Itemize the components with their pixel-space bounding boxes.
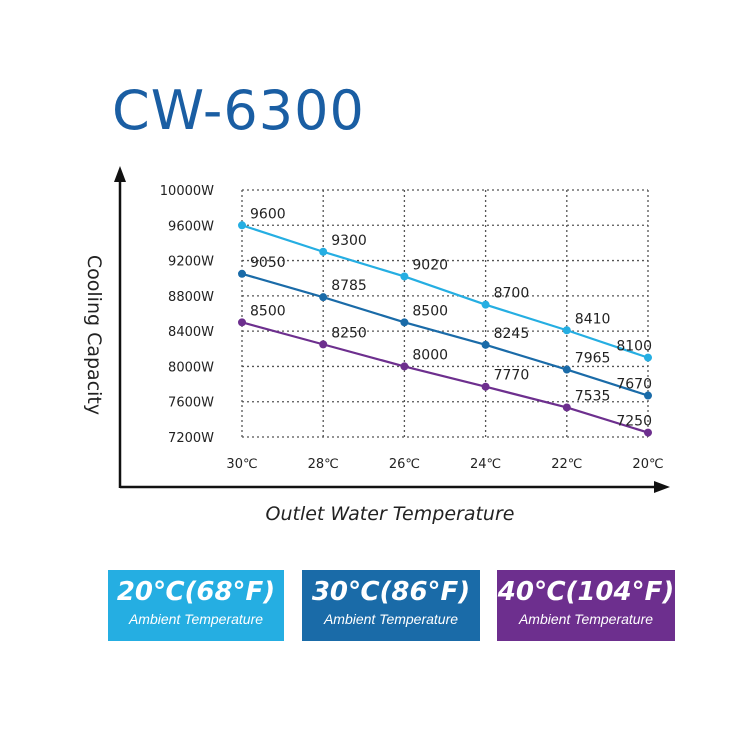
data-point <box>562 365 571 374</box>
x-tick-label: 30℃ <box>226 457 257 472</box>
y-tick-label: 7600W <box>168 396 214 411</box>
data-point <box>562 403 571 412</box>
data-point <box>319 340 328 349</box>
y-tick-label: 9600W <box>168 219 214 234</box>
data-label: 7670 <box>616 377 652 393</box>
data-point <box>644 353 652 362</box>
x-tick-label: 26℃ <box>389 457 420 472</box>
y-tick-label: 10000W <box>160 184 214 199</box>
series-line <box>241 272 649 397</box>
data-label: 8250 <box>331 325 367 341</box>
legend-20c-temp: 20℃(68°F) <box>116 577 276 607</box>
data-point <box>644 391 652 400</box>
data-label: 8245 <box>494 326 530 342</box>
data-label: 8100 <box>616 339 652 355</box>
grid <box>241 189 649 438</box>
series: 9600 9300 9020 8700 8410 8100 9050 8785 8500 8245… <box>238 206 652 437</box>
data-point <box>644 428 652 437</box>
data-label: 9050 <box>250 255 286 271</box>
series-line <box>241 321 649 434</box>
y-tick-label: 8800W <box>168 290 214 305</box>
y-tick-label: 7200W <box>168 431 214 446</box>
tick-labels: 30℃ 28℃ 26℃ 24℃ 22℃ 20℃ 10000W 9600W 9200W 8800W 8… <box>160 184 664 472</box>
data-label: 7535 <box>575 388 611 404</box>
data-label: 9300 <box>331 233 367 249</box>
data-label: 8500 <box>250 303 286 319</box>
data-label: 8410 <box>575 311 611 327</box>
data-point <box>400 318 409 327</box>
y-tick-label: 9200W <box>168 255 214 270</box>
legend-40c: 40℃(104°F) Ambient Temperature <box>497 570 675 641</box>
y-axis-title: Cooling Capacity <box>83 255 105 415</box>
y-tick-label: 8400W <box>168 325 214 340</box>
x-tick-label: 22℃ <box>551 457 582 472</box>
x-tick-label: 28℃ <box>308 457 339 472</box>
x-axis-arrow <box>654 481 670 493</box>
legend-30c-sub: Ambient Temperature <box>323 611 459 627</box>
data-label: 8500 <box>412 303 448 319</box>
data-point <box>400 272 409 281</box>
data-label: 7965 <box>575 351 611 367</box>
data-label: 8000 <box>412 347 448 363</box>
data-point <box>400 362 409 371</box>
data-point <box>238 318 246 327</box>
x-tick-label: 20℃ <box>632 457 663 472</box>
chart-title: CW-6300 <box>112 79 365 142</box>
data-point <box>481 300 490 309</box>
data-label: 9020 <box>412 257 448 273</box>
y-tick-label: 8000W <box>168 360 214 375</box>
legend-30c: 30℃(86°F) Ambient Temperature <box>302 570 480 641</box>
data-point <box>481 340 490 349</box>
x-tick-label: 24℃ <box>470 457 501 472</box>
axes: Cooling Capacity Outlet Water Temperatur… <box>83 166 670 525</box>
y-axis-arrow <box>114 166 126 182</box>
legend-40c-temp: 40℃(104°F) <box>497 577 675 607</box>
legend-20c: 20℃(68°F) Ambient Temperature <box>108 570 284 641</box>
data-point <box>481 382 490 391</box>
data-label: 9600 <box>250 206 286 222</box>
x-axis-title: Outlet Water Temperature <box>266 503 515 525</box>
data-point <box>319 293 328 302</box>
data-label: 7770 <box>494 368 530 384</box>
line-chart: Cooling Capacity Outlet Water Temperatur… <box>83 166 670 525</box>
data-point <box>238 269 246 278</box>
data-label: 8785 <box>331 278 367 294</box>
data-label: 8700 <box>494 286 530 302</box>
data-label: 7250 <box>616 414 652 430</box>
series-line <box>241 224 649 359</box>
data-point <box>562 326 571 335</box>
legend-20c-sub: Ambient Temperature <box>128 611 264 627</box>
data-point <box>238 221 246 230</box>
legend-40c-sub: Ambient Temperature <box>518 611 654 627</box>
legend-30c-temp: 30℃(86°F) <box>311 577 471 607</box>
data-point <box>319 247 328 256</box>
